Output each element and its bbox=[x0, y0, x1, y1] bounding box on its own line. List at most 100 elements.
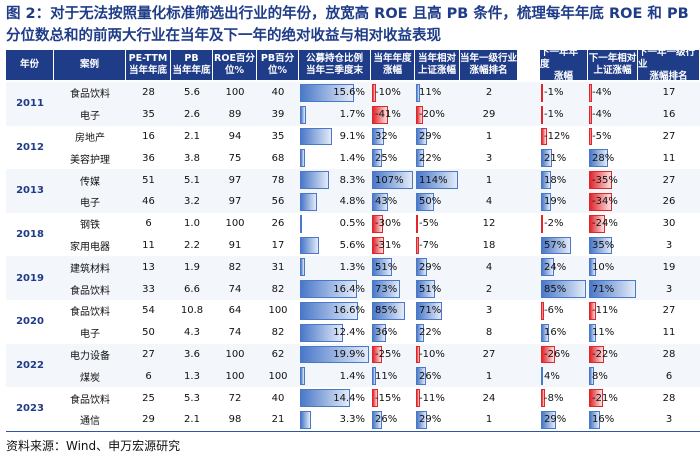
data-bar bbox=[589, 323, 597, 342]
table-cell: 100 bbox=[225, 218, 245, 230]
table-cell: 85% bbox=[540, 278, 588, 300]
header-cell: 年份 bbox=[6, 50, 53, 80]
table-cell: 18% bbox=[540, 169, 588, 191]
table-cell: 82 bbox=[271, 327, 285, 339]
table-cell: 97 bbox=[228, 196, 242, 208]
cell-text: 26% bbox=[419, 370, 442, 382]
cell-text: 16.6% bbox=[333, 305, 365, 317]
table-cell: 1 bbox=[485, 174, 493, 186]
table-cell: 56 bbox=[271, 196, 285, 208]
table-cell: 电力设备 bbox=[70, 350, 110, 362]
data-bar bbox=[589, 214, 605, 233]
cell-text: -24% bbox=[592, 218, 618, 230]
cell-text: 85% bbox=[375, 305, 398, 317]
data-bar bbox=[589, 302, 597, 320]
table-cell: -1% bbox=[540, 104, 588, 126]
table-cell: 29% bbox=[415, 126, 460, 148]
table-cell: 28 bbox=[662, 348, 676, 360]
table-cell: 3 bbox=[665, 283, 673, 295]
header-text: 下一年一级行业 bbox=[638, 47, 696, 70]
table-cell: 27 bbox=[662, 130, 676, 142]
header-text: 公募持仓比例 bbox=[305, 53, 363, 64]
table-cell: 18 bbox=[482, 239, 496, 251]
table-cell: 8 bbox=[485, 327, 493, 339]
data-bar bbox=[589, 149, 608, 168]
data-bar bbox=[589, 171, 613, 189]
data-bar bbox=[300, 105, 306, 124]
table-cell: 1 bbox=[485, 370, 493, 382]
cell-text: -20% bbox=[419, 109, 445, 121]
cell-text: -11% bbox=[592, 305, 618, 317]
table-cell: 51 bbox=[142, 174, 155, 186]
cell-text: 14.4% bbox=[333, 392, 365, 404]
table-cell: 97 bbox=[228, 174, 242, 186]
table-cell: 3.8 bbox=[184, 152, 200, 164]
data-bar bbox=[589, 84, 592, 102]
data-bar bbox=[300, 389, 350, 407]
cell-text: -7% bbox=[419, 239, 439, 251]
table-cell: 21% bbox=[540, 147, 588, 169]
data-bar bbox=[541, 214, 543, 233]
cell-text: 29% bbox=[419, 261, 442, 273]
table-cell: 62 bbox=[271, 348, 285, 360]
header-cell: PE-TTM 当年年底 bbox=[126, 50, 170, 80]
cell-text: -30% bbox=[375, 218, 401, 230]
table-cell: 82 bbox=[271, 283, 285, 295]
table-cell: 家用电器 bbox=[70, 241, 110, 253]
cell-text: 12.4% bbox=[333, 327, 365, 339]
cell-text: 1.7% bbox=[339, 109, 365, 121]
data-bar bbox=[541, 280, 586, 298]
data-bar bbox=[300, 411, 312, 429]
table-cell: 64 bbox=[228, 305, 242, 317]
data-bar bbox=[589, 127, 593, 146]
data-bar bbox=[589, 367, 595, 386]
table-cell: 2.1 bbox=[184, 130, 200, 142]
data-bar bbox=[541, 411, 557, 429]
data-bar bbox=[589, 411, 600, 429]
data-bar bbox=[372, 323, 386, 342]
data-bar bbox=[416, 171, 458, 189]
table-cell: 82 bbox=[228, 261, 242, 273]
header-cell: 下一年一级行业 涨幅排名 bbox=[638, 47, 699, 82]
data-bar bbox=[541, 84, 543, 102]
table-cell: 5.6% bbox=[299, 235, 371, 257]
cell-text: 51% bbox=[419, 283, 442, 295]
table-cell: 建筑材料 bbox=[70, 263, 110, 275]
table-cell: 30 bbox=[662, 218, 676, 230]
table-cell: 8.3% bbox=[299, 169, 371, 191]
cell-text: -15% bbox=[375, 392, 401, 404]
table-cell: 15.6% bbox=[299, 82, 371, 104]
table-cell: -11% bbox=[588, 300, 638, 322]
table-cell: 98 bbox=[228, 414, 242, 426]
table-cell: 3.6 bbox=[184, 348, 200, 360]
header-text: 当年三季度末 bbox=[305, 65, 363, 76]
table-cell: 3 bbox=[665, 414, 673, 426]
table-cell: 6 bbox=[145, 370, 152, 382]
cell-text: -12% bbox=[544, 130, 570, 142]
cell-text: 24% bbox=[544, 261, 567, 273]
table-cell: 46 bbox=[142, 196, 155, 208]
table-cell: -6% bbox=[540, 300, 588, 322]
table-cell: 22% bbox=[415, 147, 460, 169]
group-bg bbox=[6, 169, 700, 213]
table-cell: 74 bbox=[228, 283, 242, 295]
table-cell: 2.1 bbox=[184, 414, 200, 426]
table-cell: 57% bbox=[540, 235, 588, 257]
table-cell: 19 bbox=[662, 261, 676, 273]
table-cell: 51% bbox=[415, 278, 460, 300]
data-bar bbox=[416, 149, 425, 168]
table-cell: -10% bbox=[415, 344, 460, 366]
cell-text: 107% bbox=[375, 174, 404, 186]
cell-text: 35% bbox=[592, 239, 615, 251]
table-cell: 26% bbox=[371, 409, 415, 431]
header-cell: 当年相对 上证涨幅 bbox=[415, 50, 459, 80]
table-cell: 4 bbox=[485, 196, 493, 208]
cell-text: 16.4% bbox=[333, 283, 365, 295]
year-cell: 2013 bbox=[16, 185, 44, 197]
data-bar bbox=[300, 214, 302, 233]
data-bar bbox=[541, 323, 550, 342]
table-cell: 40 bbox=[271, 392, 285, 404]
data-bar bbox=[300, 84, 355, 102]
cell-text: -1% bbox=[544, 109, 564, 121]
table-cell: 25 bbox=[142, 392, 155, 404]
